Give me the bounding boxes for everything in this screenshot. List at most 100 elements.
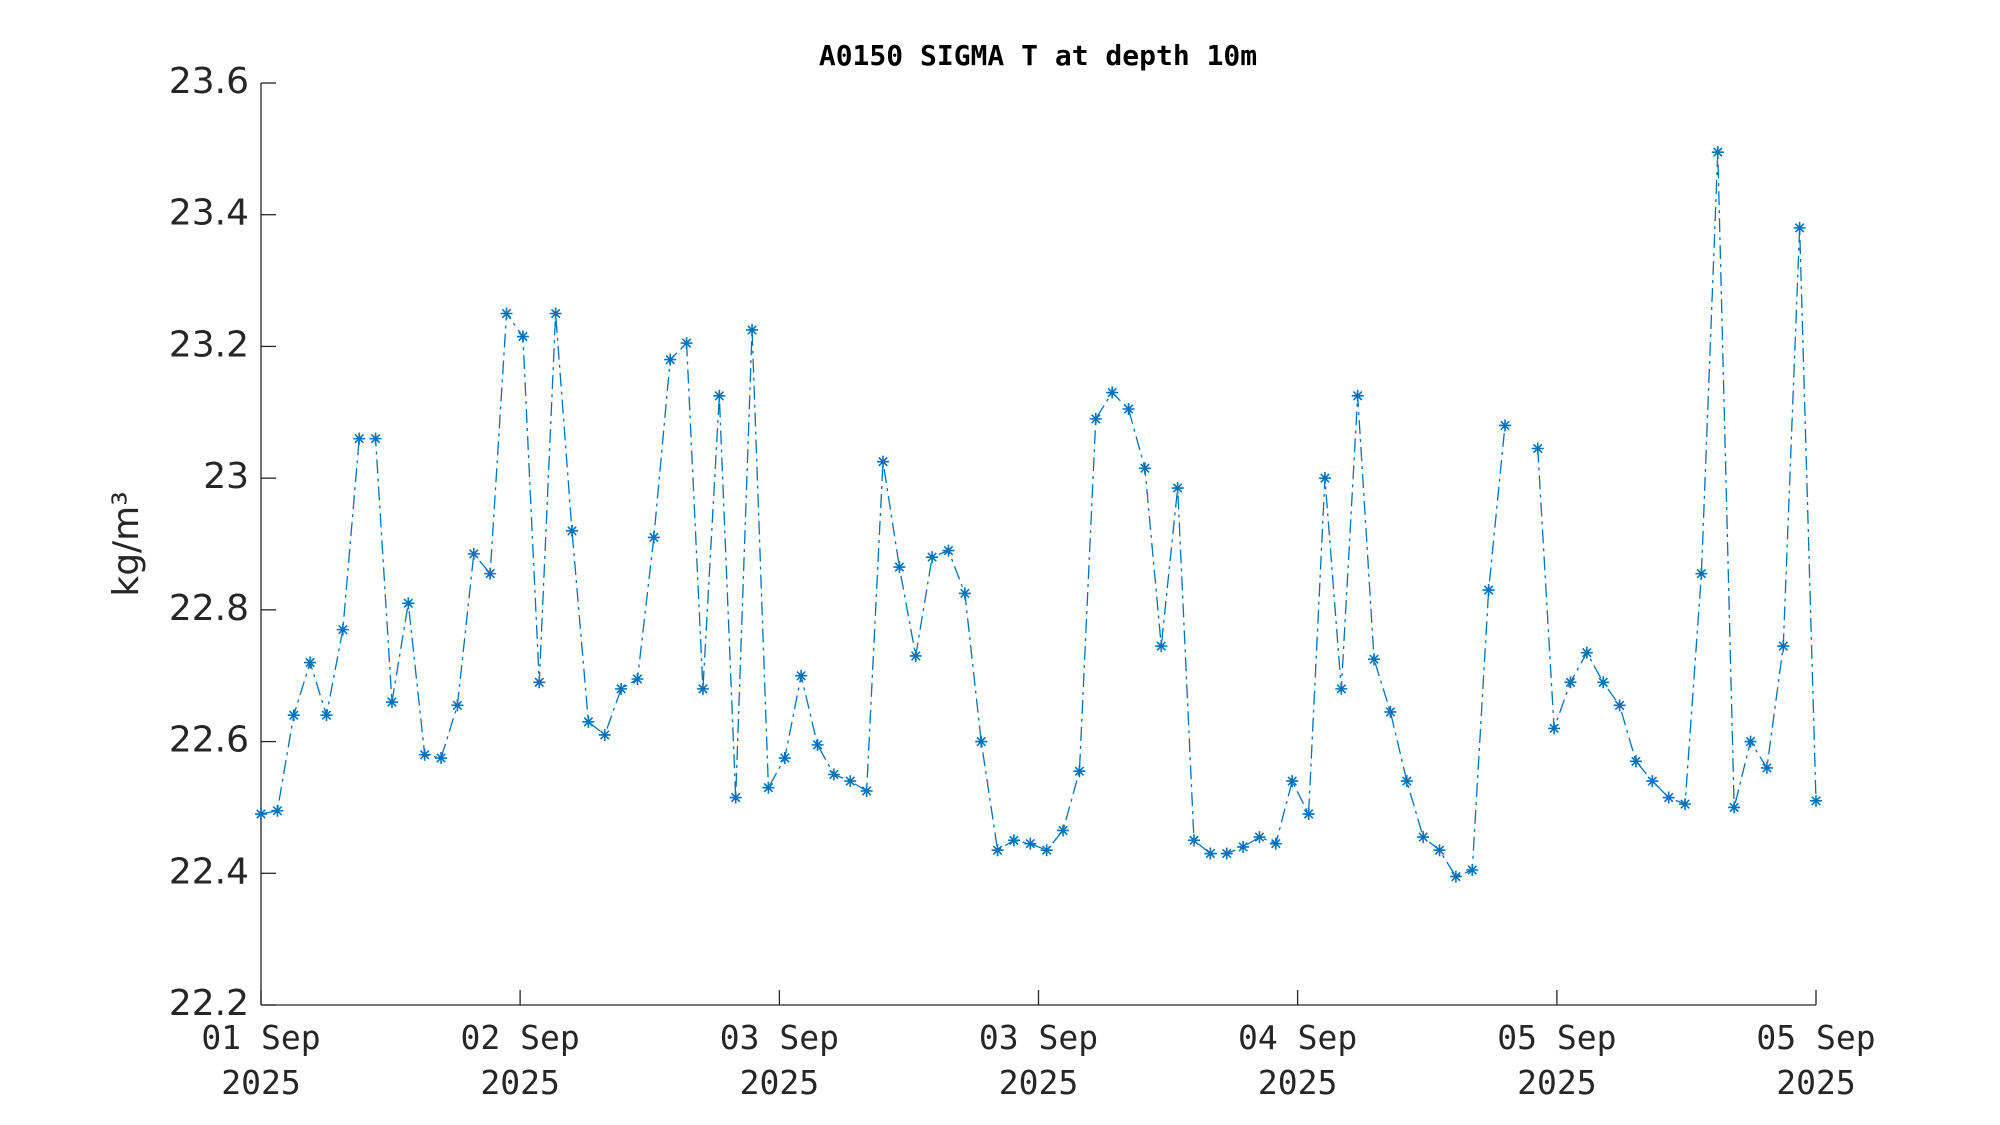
marker — [516, 330, 529, 343]
marker — [991, 844, 1004, 857]
y-tick-label: 23.2 — [169, 324, 249, 365]
marker — [1629, 755, 1642, 768]
x-tick-label: 05 Sep 2025 — [1497, 1018, 1617, 1102]
marker — [336, 623, 349, 636]
marker — [1679, 798, 1692, 811]
marker — [1449, 870, 1462, 883]
marker — [1089, 412, 1102, 425]
marker — [287, 709, 300, 722]
marker — [1810, 794, 1822, 807]
marker — [1777, 640, 1790, 653]
marker — [1368, 653, 1381, 666]
series-line — [260, 311, 1506, 878]
marker — [1057, 824, 1070, 837]
marker — [680, 337, 693, 350]
marker — [418, 748, 431, 761]
marker — [1237, 840, 1250, 853]
marker — [958, 587, 971, 600]
marker — [271, 804, 284, 817]
marker — [746, 323, 759, 336]
marker — [402, 597, 415, 610]
marker — [877, 455, 889, 468]
y-tick-label: 22.4 — [169, 851, 249, 892]
marker — [1335, 682, 1348, 695]
marker — [255, 808, 267, 821]
marker — [1400, 775, 1413, 788]
marker — [1662, 791, 1675, 804]
marker — [860, 784, 873, 797]
marker — [1384, 705, 1397, 718]
marker — [1433, 844, 1446, 857]
marker — [1695, 567, 1708, 580]
marker — [549, 307, 562, 320]
marker — [1106, 386, 1119, 399]
marker — [664, 353, 677, 366]
marker — [1220, 847, 1233, 860]
marker — [598, 728, 611, 741]
marker — [1073, 765, 1086, 778]
x-tick-label: 05 Sep 2025 — [1756, 1018, 1876, 1102]
marker — [304, 656, 317, 669]
x-tick-label: 02 Sep 2025 — [460, 1018, 580, 1102]
marker — [1417, 831, 1430, 844]
marker — [1204, 847, 1217, 860]
marker — [795, 669, 808, 682]
marker — [631, 673, 644, 686]
marker — [647, 531, 660, 544]
marker — [500, 307, 513, 320]
marker — [1269, 837, 1282, 850]
marker — [1597, 676, 1610, 689]
x-tick-label: 01 Sep 2025 — [201, 1018, 321, 1102]
marker — [1253, 831, 1266, 844]
marker — [729, 791, 742, 804]
marker — [893, 561, 906, 574]
marker — [762, 781, 775, 794]
marker — [566, 524, 578, 537]
y-tick-label: 23.4 — [169, 193, 249, 234]
marker — [975, 735, 988, 748]
marker — [1482, 584, 1495, 597]
marker — [435, 752, 448, 765]
marker — [713, 389, 726, 402]
marker — [1760, 761, 1773, 774]
marker — [1466, 863, 1479, 876]
marker — [909, 649, 922, 662]
marker — [1007, 834, 1020, 847]
y-tick-label: 22.8 — [169, 588, 249, 629]
marker — [1024, 837, 1037, 850]
marker — [1188, 834, 1200, 847]
marker — [385, 696, 398, 709]
marker — [533, 676, 546, 689]
marker — [369, 432, 382, 445]
marker — [1711, 146, 1724, 159]
marker — [1499, 419, 1511, 432]
marker — [1564, 676, 1577, 689]
x-tick-label: 03 Sep 2025 — [978, 1018, 1099, 1102]
marker — [1613, 699, 1626, 712]
marker — [1548, 722, 1561, 735]
marker — [353, 432, 366, 445]
marker — [926, 551, 939, 564]
marker — [582, 715, 595, 728]
chart-title: A0150 SIGMA T at depth 10m — [819, 39, 1257, 72]
marker — [844, 775, 857, 788]
x-tick-label: 04 Sep 2025 — [1238, 1018, 1358, 1102]
marker — [484, 567, 497, 580]
marker — [1728, 801, 1741, 814]
series-line — [1537, 152, 1817, 808]
marker — [1171, 482, 1184, 495]
x-tick-label: 03 Sep 2025 — [719, 1018, 839, 1102]
marker — [811, 738, 824, 751]
marker — [1040, 844, 1053, 857]
marker — [1318, 472, 1331, 485]
marker — [696, 682, 709, 695]
marker — [942, 544, 955, 557]
marker — [320, 709, 333, 722]
marker — [1646, 775, 1659, 788]
y-tick-label: 23 — [203, 456, 249, 497]
marker — [1351, 389, 1364, 402]
marker — [467, 547, 480, 560]
marker — [827, 768, 840, 781]
